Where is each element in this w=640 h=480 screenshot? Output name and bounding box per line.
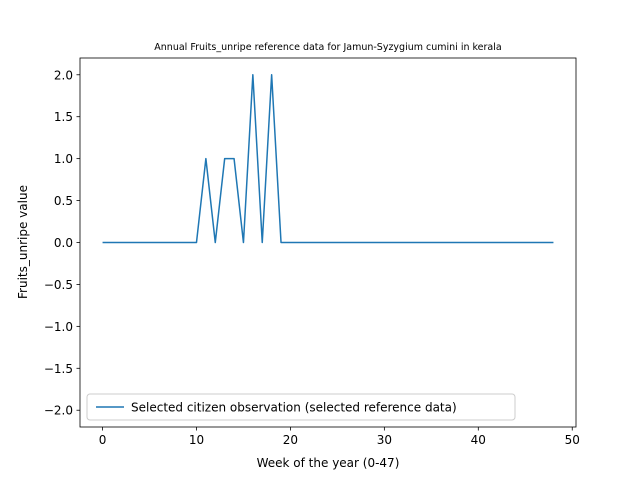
series-layer (102, 74, 554, 244)
chart-title: Annual Fruits_unripe reference data for … (154, 42, 501, 53)
x-tick-label: 10 (189, 433, 204, 447)
y-tick-label: 0.5 (54, 194, 73, 208)
x-tick-label: 0 (99, 433, 107, 447)
y-tick-label: −1.0 (44, 320, 73, 334)
x-axis-label: Week of the year (0-47) (257, 456, 400, 470)
y-axis-ticks: −2.0 −1.5 −1.0 −0.5 0.0 0.5 1.0 1.5 2.0 (44, 68, 80, 418)
legend-box (86, 393, 516, 421)
y-tick-label: 0.0 (54, 236, 73, 250)
y-tick-label: −1.5 (44, 362, 73, 376)
y-tick-label: −0.5 (44, 278, 73, 292)
plot-frame (79, 57, 577, 428)
y-tick-label: 1.5 (54, 110, 73, 124)
x-tick-label: 40 (471, 433, 486, 447)
y-axis-label: Fruits_unripe value (16, 185, 30, 299)
series-line-0 (102, 74, 554, 244)
x-tick-label: 50 (565, 433, 580, 447)
x-tick-label: 30 (377, 433, 392, 447)
x-axis-ticks: 0 10 20 30 40 50 (99, 427, 580, 447)
y-tick-label: 2.0 (54, 68, 73, 82)
x-tick-label: 20 (283, 433, 298, 447)
y-tick-label: −2.0 (44, 404, 73, 418)
y-tick-label: 1.0 (54, 152, 73, 166)
legend: Selected citizen observation (selected r… (86, 393, 516, 421)
legend-entry-label: Selected citizen observation (selected r… (131, 401, 457, 415)
